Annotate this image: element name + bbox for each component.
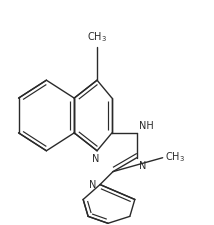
- Text: CH$_3$: CH$_3$: [87, 31, 107, 45]
- Text: N: N: [92, 154, 100, 164]
- Text: CH$_3$: CH$_3$: [165, 151, 185, 164]
- Text: N: N: [139, 161, 146, 171]
- Text: N: N: [89, 180, 96, 189]
- Text: NH: NH: [139, 121, 154, 131]
